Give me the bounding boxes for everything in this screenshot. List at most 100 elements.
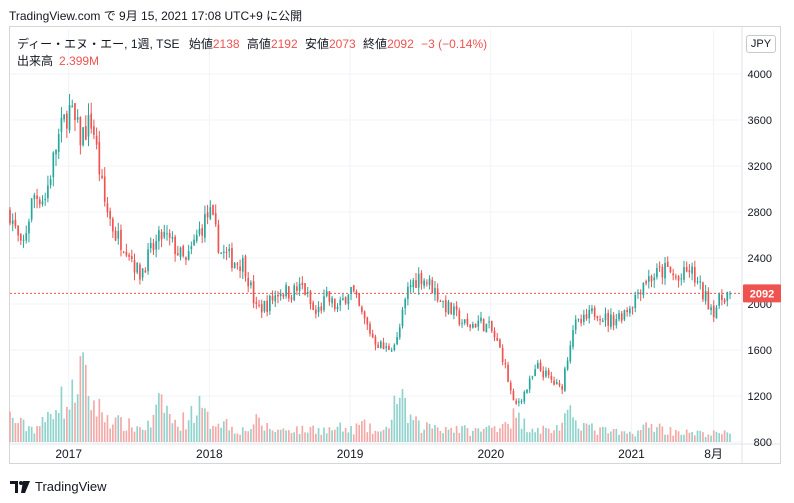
volume-bar — [106, 415, 109, 442]
volume-bar — [149, 427, 152, 442]
volume-bar — [474, 428, 477, 442]
candle-body — [49, 179, 52, 186]
volume-bar — [723, 430, 726, 442]
volume-bar — [114, 417, 117, 442]
candle-body — [247, 277, 250, 287]
candle-body — [379, 341, 382, 349]
candle-body — [112, 218, 114, 232]
candle-body — [480, 317, 482, 322]
volume-bar — [198, 395, 201, 442]
volume-bar — [214, 426, 217, 442]
volume-bar — [528, 432, 531, 442]
candle-body — [553, 380, 555, 385]
volume-bar — [120, 417, 122, 442]
candle-body — [120, 229, 122, 251]
candle-body — [214, 213, 217, 225]
candle-body — [274, 295, 277, 302]
candle-body — [658, 266, 661, 268]
volume-bar — [315, 433, 317, 442]
volume-bar — [274, 431, 277, 442]
candle-body — [147, 249, 149, 272]
volume-bar — [136, 426, 139, 442]
volume-bar — [496, 431, 499, 442]
volume-bar — [485, 426, 488, 442]
volume-label[interactable]: 出来高 — [17, 54, 54, 68]
volume-bar — [401, 389, 404, 442]
candle-body — [266, 300, 268, 313]
footer-brand-label: TradingView — [35, 479, 107, 494]
candle-body — [250, 282, 252, 286]
ohlc-legend: ディー・エヌ・エー, 1週, TSE 始値2138 高値2192 安値2073 … — [17, 35, 487, 52]
volume-bar — [593, 430, 596, 442]
candle-body — [228, 248, 231, 252]
candle-body — [271, 295, 274, 301]
candle-body — [536, 363, 539, 369]
volume-bar — [41, 417, 44, 442]
volume-bar — [707, 434, 710, 442]
candle-body — [623, 310, 626, 320]
volume-bar — [461, 426, 463, 442]
candle-body — [507, 364, 509, 382]
volume-bar — [509, 428, 512, 442]
candle-body — [163, 231, 166, 238]
open-value: 2138 — [212, 37, 240, 51]
volume-bar — [582, 423, 585, 442]
candle-body — [588, 309, 591, 319]
candle-body — [466, 318, 469, 325]
chart-frame[interactable] — [9, 26, 781, 464]
candle-body — [71, 105, 74, 108]
candle-body — [618, 313, 620, 320]
candle-body — [385, 346, 388, 349]
volume-bar — [112, 424, 114, 442]
volume-bar — [607, 433, 610, 442]
volume-bar — [217, 423, 220, 442]
volume-bar — [545, 427, 547, 442]
volume-bar — [287, 430, 290, 442]
candle-body — [607, 312, 610, 326]
volume-bar — [95, 416, 98, 442]
candle-body — [204, 214, 206, 238]
candle-body — [612, 315, 615, 326]
candle-body — [30, 198, 33, 220]
close-value: 2092 — [387, 37, 414, 51]
volume-bar — [279, 429, 282, 442]
volume-bar — [553, 430, 555, 442]
candle-body — [84, 126, 87, 140]
candle-body — [629, 308, 631, 314]
volume-bar — [101, 412, 103, 442]
candle-body — [190, 246, 193, 250]
volume-bar — [212, 425, 214, 442]
candle-body — [555, 382, 558, 385]
candle-body — [166, 233, 168, 235]
candle-body — [615, 319, 618, 326]
candle-body — [545, 370, 547, 377]
volume-bar — [566, 409, 569, 442]
volume-bar — [38, 426, 41, 442]
volume-bar — [531, 428, 534, 442]
volume-bar — [629, 431, 631, 442]
volume-bar — [677, 431, 680, 442]
volume-bar — [393, 395, 396, 442]
candle-body — [647, 276, 650, 282]
candle-body — [258, 304, 260, 306]
volume-bar — [555, 425, 558, 442]
volume-bar — [166, 405, 168, 442]
volume-bar — [355, 423, 358, 442]
volume-bar — [683, 434, 685, 442]
candle-body — [55, 149, 57, 155]
candle-body — [236, 263, 239, 265]
footer-brand[interactable]: TradingView — [10, 479, 107, 494]
candle-body — [434, 288, 436, 295]
publish-caption: TradingView.com で 9月 15, 2021 17:08 UTC+… — [9, 9, 303, 23]
candle-body — [287, 286, 290, 299]
candle-body — [382, 342, 385, 350]
volume-bar — [615, 428, 618, 442]
candle-body — [582, 314, 585, 323]
candle-body — [331, 298, 333, 304]
volume-bar — [610, 431, 612, 442]
volume-bar — [564, 413, 566, 442]
symbol-label[interactable]: ディー・エヌ・エー, 1週, TSE — [17, 37, 180, 51]
volume-bar — [209, 428, 212, 442]
currency-button[interactable]: JPY — [746, 35, 776, 53]
